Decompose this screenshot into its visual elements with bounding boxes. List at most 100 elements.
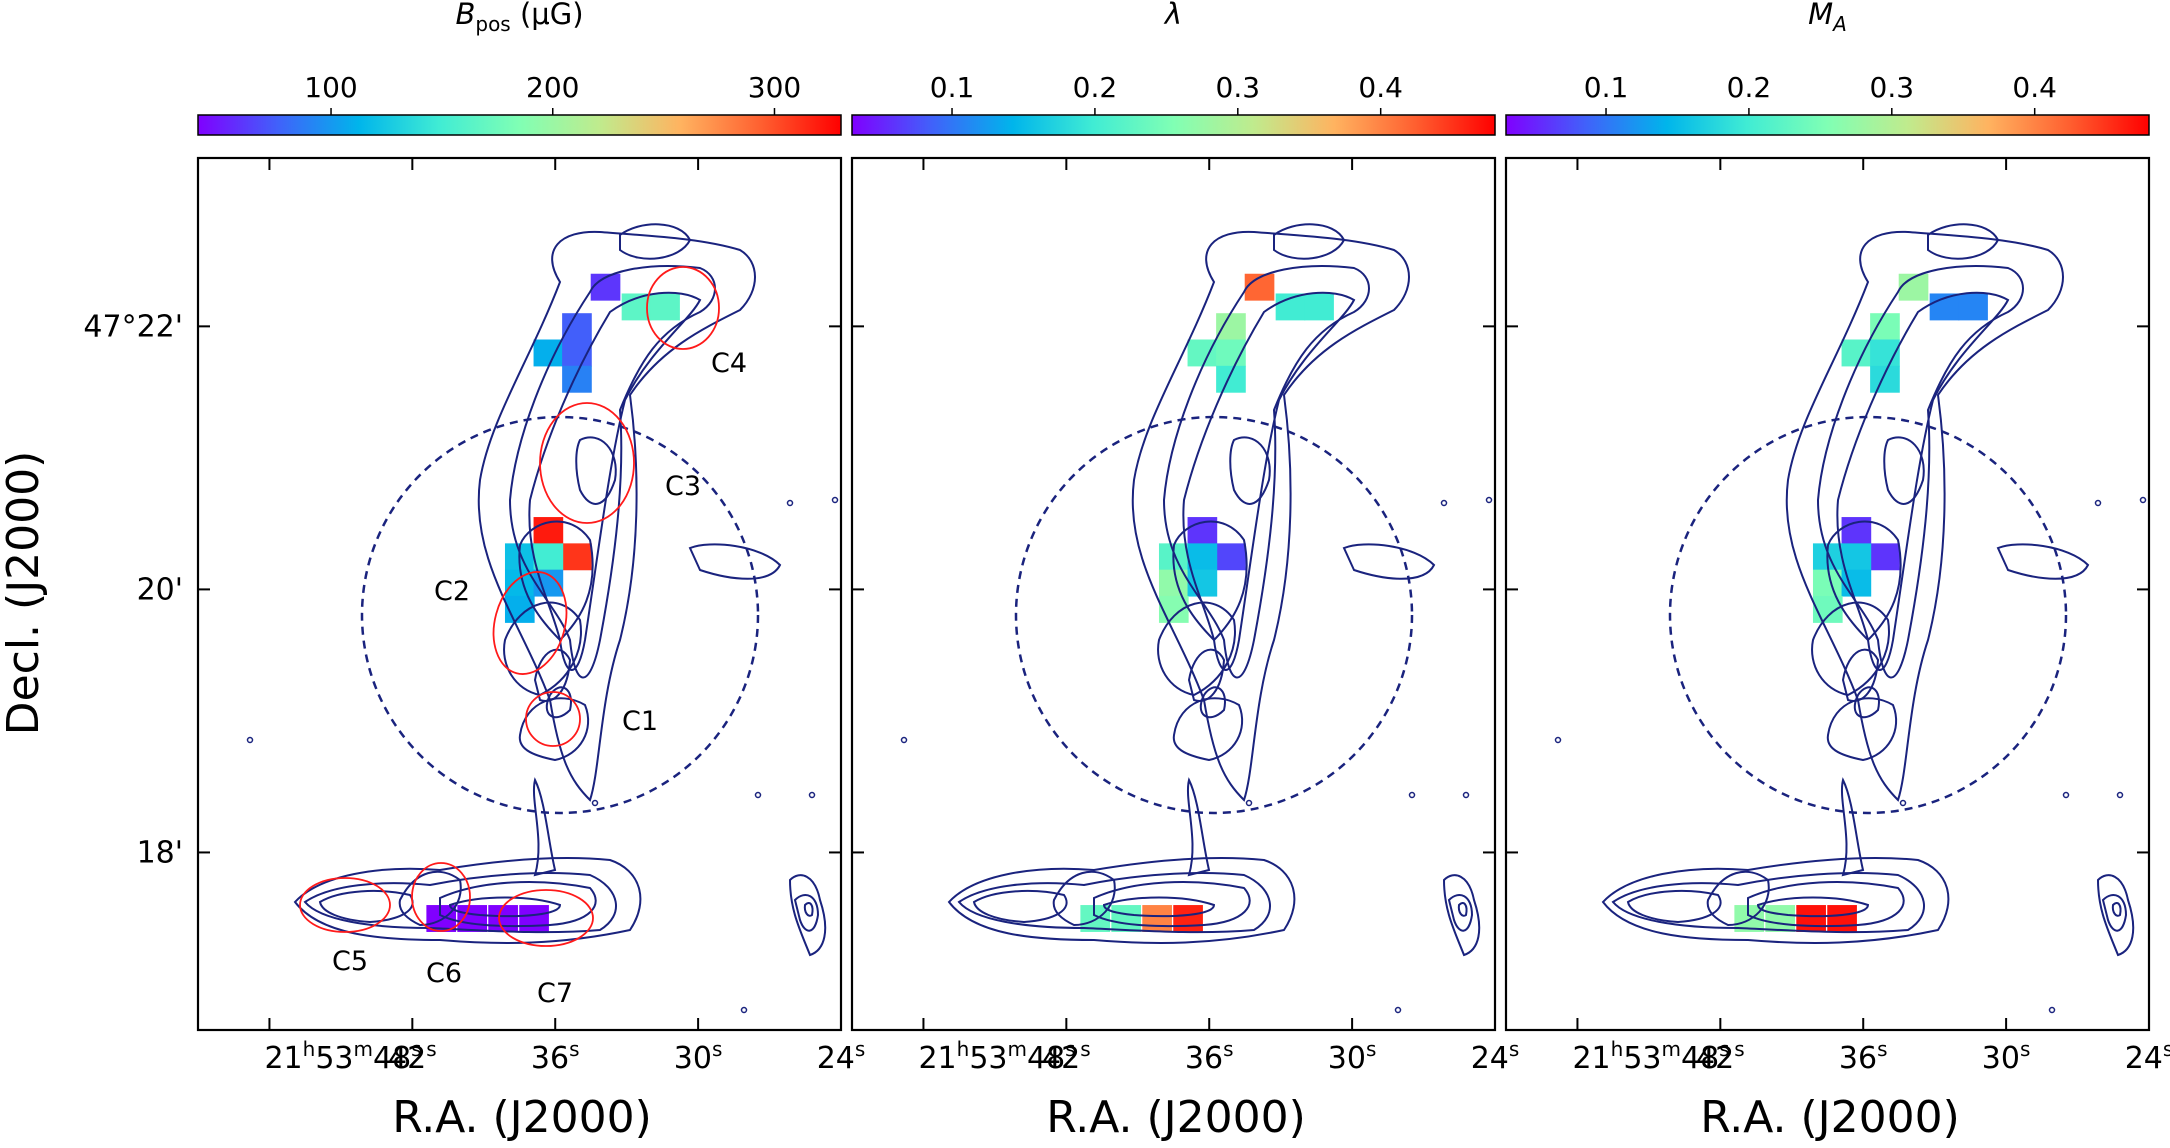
colorbar-tick-label: 0.2 [1073,71,1118,104]
x-tick-label: 42s [1696,1037,1745,1076]
contour-speck [1899,799,1907,807]
contour-speck [1245,799,1253,807]
heatmap-cell [1841,543,1872,571]
contour-speck [1408,791,1416,799]
field-of-view-circle [360,415,760,815]
heatmap-cell [1173,905,1203,932]
y-tick-label: 18' [137,835,183,870]
colorbar-tick-label: 300 [748,71,801,104]
core-ellipse-c3 [539,402,635,524]
colorbar-gradient [197,114,842,136]
heatmap-cell [562,543,592,571]
contour-speck [1394,1006,1402,1014]
x-tick-label: 21h53m48s [1572,1037,1729,1076]
core-label-c4: C4 [711,348,747,379]
colorbar-tick-label: 0.1 [930,71,975,104]
x-tick-label: 42s [1042,1037,1091,1076]
core-ellipse-c1 [525,691,581,747]
y-tick-label: 47°22' [83,309,183,344]
x-tick-label: 24s [2125,1037,2170,1076]
x-tick-label: 24s [817,1037,866,1076]
x-axis-label-panel-3: R.A. (J2000) [1700,1092,1960,1143]
heatmap-cell [562,365,592,393]
heatmap-cell [1304,293,1334,321]
plot-frame [196,156,843,1032]
heatmap-cell [1111,905,1141,932]
contour-speck [591,799,599,807]
colorbar-tick-label: 100 [304,71,357,104]
heatmap-cell [1187,543,1218,571]
heatmap-cell [457,905,487,932]
colorbar-tick-label: 0.2 [1727,71,1772,104]
colorbar-tick-label: 0.3 [1216,71,1261,104]
contour-speck [740,1006,748,1014]
core-ellipse-c2 [492,571,568,675]
core-label-c6: C6 [426,958,462,989]
plot-frame [850,156,1497,1032]
contour-speck [1485,496,1493,504]
colorbar-tick-label: 200 [526,71,579,104]
y-tick-label: 20' [137,572,183,607]
core-label-c5: C5 [332,946,368,977]
x-axis-label-panel-2: R.A. (J2000) [1046,1092,1306,1143]
colorbar-tick-label: 0.1 [1584,71,1629,104]
heatmap-cell [1827,905,1857,932]
contour-speck [831,496,839,504]
heatmap-cell [1958,293,1988,321]
core-label-c2: C2 [434,576,470,607]
colorbar-label: MA [1808,0,1847,36]
contour-speck [246,736,254,744]
core-ellipse-c7 [498,889,594,947]
x-tick-label: 30s [674,1037,723,1076]
colorbar-label: λ [1163,0,1182,31]
contour-speck [786,499,794,507]
heatmap-cell [562,313,592,341]
x-tick-label: 30s [1982,1037,2031,1076]
x-axis-label-panel-1: R.A. (J2000) [392,1092,652,1143]
core-label-c1: C1 [622,706,658,737]
contour-speck [754,791,762,799]
heatmap-cell [1870,365,1900,393]
field-of-view-circle [1668,415,2068,815]
heatmap-cell [1187,339,1218,367]
heatmap-cell [1870,543,1900,571]
colorbar-tick-label: 0.4 [2012,71,2057,104]
heatmap-cell [650,293,680,321]
x-tick-label: 24s [1471,1037,1520,1076]
heatmap-cell [1870,313,1900,341]
x-tick-label: 21h53m48s [918,1037,1075,1076]
heatmap-cell [1142,905,1172,932]
heatmap-cell [533,339,564,367]
contour-speck [1462,791,1470,799]
x-tick-label: 36s [1839,1037,1888,1076]
plot-frame [1504,156,2151,1032]
colorbar-gradient [1505,114,2150,136]
colorbar-label: Bpos (μG) [455,0,583,36]
colorbar-lambda: 0.1 0.2 0.3 0.4 λ [851,0,1496,136]
contour-speck [900,736,908,744]
field-of-view-circle [1014,415,1414,815]
contour-speck [1440,499,1448,507]
heatmap-cell [1216,543,1246,571]
core-ellipse-c6 [411,862,471,932]
panel-B_pos: 100 200 300 Bpos (μG) C1 C2 C3 C4 C5 C6 C7 21h53m48… [83,0,865,1076]
colorbar-tick-label: 0.4 [1358,71,1403,104]
core-ellipse-c5 [299,877,391,933]
contour-speck [808,791,816,799]
x-tick-label: 42s [388,1037,437,1076]
colorbar-M_A: 0.1 0.2 0.3 0.4 MA [1505,0,2150,136]
core-ellipse-c4 [646,266,720,350]
x-tick-label: 21h53m48s [264,1037,421,1076]
colorbar-gradient [851,114,1496,136]
contour-speck [2062,791,2070,799]
heatmap-cell [1765,905,1795,932]
y-axis-label: Decl. (J2000) [0,451,49,736]
contour-speck [2139,496,2147,504]
x-tick-label: 36s [531,1037,580,1076]
